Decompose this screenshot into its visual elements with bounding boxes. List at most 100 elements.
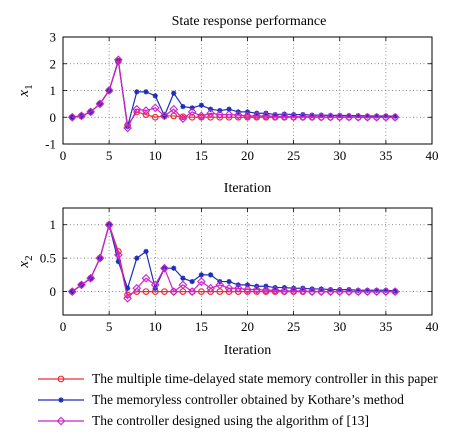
- data-point-magenta: [307, 112, 317, 122]
- x-tick-label: 5: [106, 148, 113, 163]
- data-point-magenta: [363, 112, 372, 122]
- series-line-magenta: [71, 222, 396, 300]
- data-point-blue: [392, 113, 398, 119]
- data-point-blue: [309, 112, 315, 118]
- data-point-red: [170, 288, 178, 295]
- data-point-magenta: [224, 283, 234, 293]
- data-point-red: [96, 254, 104, 262]
- data-point-magenta: [104, 86, 114, 95]
- x-tick-label: 10: [149, 148, 162, 163]
- data-point-blue: [383, 287, 389, 293]
- x-tick-label: 20: [241, 319, 254, 334]
- data-point-magenta: [132, 104, 142, 114]
- legend-item-magenta: The controller designed using the algori…: [36, 410, 466, 431]
- data-point-magenta: [353, 287, 363, 296]
- x-axis-label: Iteration: [224, 181, 271, 196]
- x-tick-label: 25: [287, 319, 300, 334]
- data-point-blue: [383, 113, 389, 119]
- data-point-blue: [355, 113, 361, 119]
- data-point-magenta: [261, 285, 271, 295]
- x-tick-label: 15: [195, 319, 208, 334]
- data-point-blue: [346, 113, 352, 119]
- y-tick-label: 0: [50, 110, 57, 125]
- data-point-magenta: [160, 263, 169, 273]
- data-point-blue: [300, 285, 306, 291]
- data-point-magenta: [113, 250, 123, 260]
- legend-swatch-star: [38, 396, 84, 403]
- data-point-magenta: [243, 285, 252, 294]
- data-point-magenta: [215, 110, 225, 119]
- data-point-magenta: [233, 283, 243, 293]
- data-point-magenta: [326, 287, 335, 296]
- data-point-magenta: [270, 112, 280, 121]
- y-tick-label: 1: [50, 217, 57, 232]
- data-point-magenta: [344, 112, 354, 122]
- data-point-magenta: [363, 287, 372, 296]
- data-point-blue: [337, 112, 343, 118]
- data-point-blue: [254, 110, 260, 116]
- y-tick-label: -1: [45, 137, 56, 152]
- legend-swatch-circle: [38, 375, 84, 382]
- data-point-blue: [272, 111, 278, 118]
- data-point-blue: [392, 288, 398, 294]
- x-axis-label: Iteration: [224, 343, 271, 358]
- data-point-magenta: [298, 112, 308, 122]
- legend-item-blue: The memoryless controller obtained by Ko…: [36, 389, 466, 410]
- data-point-magenta: [381, 287, 391, 296]
- x-tick-label: 35: [379, 148, 392, 163]
- data-point-blue: [327, 286, 334, 293]
- x-tick-label: 5: [106, 319, 113, 334]
- data-point-magenta: [187, 107, 197, 117]
- y-tick-label: 1: [50, 83, 57, 98]
- data-point-blue: [143, 248, 149, 255]
- data-point-blue: [171, 265, 177, 271]
- legend: The multiple time-delayed state memory c…: [36, 368, 466, 431]
- data-point-blue: [244, 282, 251, 288]
- y-tick-label: 0.5: [40, 251, 56, 266]
- data-point-magenta: [335, 112, 345, 122]
- data-point-blue: [134, 89, 140, 95]
- data-point-magenta: [95, 99, 105, 109]
- data-point-blue: [180, 275, 186, 281]
- data-point-blue: [208, 272, 214, 278]
- data-point-magenta: [169, 104, 179, 114]
- data-point-magenta: [381, 112, 391, 122]
- y-axis-label: x1: [16, 84, 35, 97]
- data-point-blue: [374, 113, 380, 119]
- data-point-blue: [226, 278, 232, 285]
- x-tick-label: 10: [149, 319, 162, 334]
- data-point-magenta: [233, 110, 243, 120]
- data-point-magenta: [187, 287, 197, 296]
- data-point-magenta: [150, 280, 160, 290]
- data-point-magenta: [298, 286, 308, 296]
- y-tick-label: 3: [50, 30, 57, 45]
- data-point-magenta: [67, 287, 77, 296]
- data-point-blue: [180, 103, 186, 110]
- data-point-blue: [346, 286, 352, 293]
- data-point-magenta: [196, 277, 206, 286]
- data-point-red: [105, 221, 113, 229]
- data-point-magenta: [178, 114, 188, 123]
- panel-x1: 0 5 10 15 20 25 30 35 40 -1 0 1 2 3 Iteration x1: [16, 30, 439, 197]
- data-point-magenta: [132, 283, 142, 293]
- data-point-magenta: [280, 112, 289, 121]
- data-point-blue: [309, 286, 315, 292]
- data-point-red: [188, 288, 196, 295]
- x-tick-label: 20: [241, 148, 254, 163]
- data-point-blue: [263, 110, 269, 116]
- x-tick-label: 30: [333, 319, 346, 334]
- data-point-magenta: [104, 220, 114, 230]
- data-point-magenta: [344, 287, 354, 296]
- data-point-magenta: [77, 280, 86, 290]
- y-axis-label-subscript: 2: [23, 255, 35, 261]
- data-point-magenta: [169, 287, 179, 296]
- data-point-blue: [152, 93, 158, 99]
- data-point-red: [207, 113, 215, 121]
- legend-marker: [58, 396, 64, 403]
- data-point-red: [142, 111, 150, 118]
- data-point-red: [68, 288, 76, 295]
- data-point-red: [96, 100, 104, 108]
- data-point-red: [87, 274, 95, 282]
- data-point-blue: [355, 287, 361, 293]
